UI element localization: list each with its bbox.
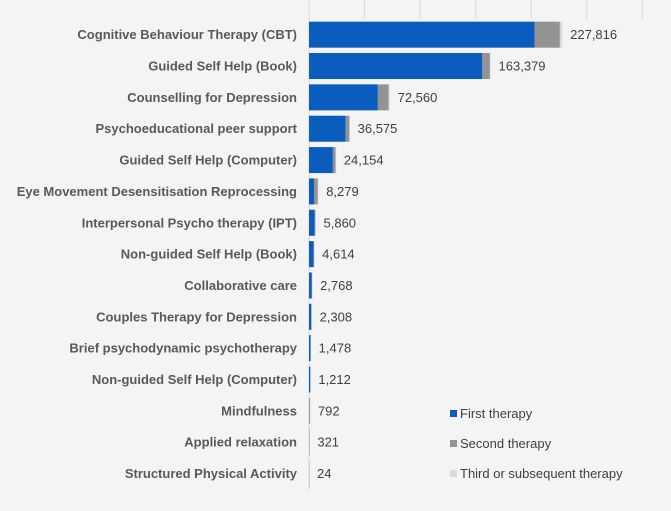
bar-structured-physical-activity-third-or-subsequent-therapy <box>309 460 310 487</box>
bar-couples-therapy-for-depression-third-or-subsequent-therapy <box>311 303 313 330</box>
bar-non-guided-self-help-computer-first-therapy <box>309 366 311 393</box>
bar-guided-self-help-computer-first-therapy <box>309 147 333 174</box>
bar-counselling-for-depression-third-or-subsequent-therapy <box>388 84 390 111</box>
value-label-cognitive-behaviour-therapy-cbt: 227,816 <box>570 27 617 42</box>
value-label-eye-movement-desensitisation-reprocessing: 8,279 <box>326 184 359 199</box>
bar-collaborative-care-first-therapy <box>309 272 312 299</box>
bar-brief-psychodynamic-psychotherapy-first-therapy <box>309 335 311 362</box>
category-label-non-guided-self-help-book: Non-guided Self Help (Book) <box>121 247 297 262</box>
value-label-psychoeducational-peer-support: 36,575 <box>358 121 398 136</box>
category-label-guided-self-help-computer: Guided Self Help (Computer) <box>119 153 297 168</box>
bar-cognitive-behaviour-therapy-cbt-first-therapy <box>309 21 535 48</box>
bar-guided-self-help-book-third-or-subsequent-therapy <box>489 53 491 80</box>
bar-interpersonal-psycho-therapy-ipt-third-or-subsequent-therapy <box>315 209 316 236</box>
legend-swatch-third-or-subsequent-therapy <box>450 470 457 477</box>
value-label-couples-therapy-for-depression: 2,308 <box>320 309 353 324</box>
bar-brief-psychodynamic-psychotherapy-third-or-subsequent-therapy <box>310 335 312 362</box>
bar-interpersonal-psycho-therapy-ipt-first-therapy <box>309 209 315 236</box>
bar-psychoeducational-peer-support-third-or-subsequent-therapy <box>349 115 350 142</box>
bar-psychoeducational-peer-support-first-therapy <box>309 115 346 142</box>
legend-swatch-first-therapy <box>450 410 457 417</box>
legend: First therapy Second therapy Third or subs… <box>450 406 623 481</box>
value-label-non-guided-self-help-computer: 1,212 <box>318 372 351 387</box>
value-label-counselling-for-depression: 72,560 <box>398 90 438 105</box>
category-label-brief-psychodynamic-psychotherapy: Brief psychodynamic psychotherapy <box>69 341 297 356</box>
bar-mindfulness-third-or-subsequent-therapy <box>309 397 311 424</box>
bar-cognitive-behaviour-therapy-cbt-third-or-subsequent-therapy <box>559 21 563 48</box>
category-label-cognitive-behaviour-therapy-cbt: Cognitive Behaviour Therapy (CBT) <box>77 27 297 42</box>
category-label-guided-self-help-book: Guided Self Help (Book) <box>148 59 297 74</box>
bar-eye-movement-desensitisation-reprocessing-first-therapy <box>309 178 314 205</box>
category-label-mindfulness: Mindfulness <box>221 403 297 418</box>
value-label-guided-self-help-computer: 24,154 <box>344 153 384 168</box>
bar-cognitive-behaviour-therapy-cbt-second-therapy <box>534 21 560 48</box>
bar-mindfulness-second-therapy <box>309 397 310 424</box>
bar-guided-self-help-book-second-therapy <box>482 53 490 80</box>
value-label-mindfulness: 792 <box>318 403 340 418</box>
value-labels: 227,816 163,379 72,560 36,575 24,154 8,279 5,8… <box>317 27 617 481</box>
bar-counselling-for-depression-second-therapy <box>377 84 389 111</box>
value-label-interpersonal-psycho-therapy-ipt: 5,860 <box>324 215 357 230</box>
legend-label-first-therapy: First therapy <box>460 406 533 421</box>
bar-non-guided-self-help-book-third-or-subsequent-therapy <box>314 241 315 268</box>
category-label-eye-movement-desensitisation-reprocessing: Eye Movement Desensitisation Reprocessin… <box>17 184 297 199</box>
bar-non-guided-self-help-book-first-therapy <box>309 241 314 268</box>
bar-psychoeducational-peer-support-second-therapy <box>345 115 350 142</box>
value-label-non-guided-self-help-book: 4,614 <box>322 247 355 262</box>
bar-non-guided-self-help-book-second-therapy <box>313 241 315 268</box>
category-label-counselling-for-depression: Counselling for Depression <box>127 90 297 105</box>
bar-applied-relaxation-third-or-subsequent-therapy <box>309 429 310 456</box>
category-label-non-guided-self-help-computer: Non-guided Self Help (Computer) <box>92 372 297 387</box>
bars <box>309 21 563 487</box>
value-label-brief-psychodynamic-psychotherapy: 1,478 <box>319 341 352 356</box>
category-label-applied-relaxation: Applied relaxation <box>184 435 297 450</box>
category-labels: Cognitive Behaviour Therapy (CBT) Guided … <box>17 27 298 481</box>
legend-swatch-second-therapy <box>450 440 457 447</box>
value-label-collaborative-care: 2,768 <box>320 278 353 293</box>
category-label-psychoeducational-peer-support: Psychoeducational peer support <box>95 121 297 136</box>
category-label-interpersonal-psycho-therapy-ipt: Interpersonal Psycho therapy (IPT) <box>82 215 297 230</box>
bar-guided-self-help-book-first-therapy <box>309 53 483 80</box>
bar-collaborative-care-third-or-subsequent-therapy <box>312 272 313 299</box>
bar-guided-self-help-computer-third-or-subsequent-therapy <box>335 147 337 174</box>
legend-label-third-or-subsequent-therapy: Third or subsequent therapy <box>460 466 623 481</box>
bar-couples-therapy-for-depression-first-therapy <box>309 303 312 330</box>
bar-counselling-for-depression-first-therapy <box>309 84 378 111</box>
bar-interpersonal-psycho-therapy-ipt-second-therapy <box>314 209 316 236</box>
bar-non-guided-self-help-computer-third-or-subsequent-therapy <box>310 366 311 393</box>
bar-eye-movement-desensitisation-reprocessing-second-therapy <box>314 178 318 205</box>
bar-guided-self-help-computer-second-therapy <box>332 147 336 174</box>
bar-eye-movement-desensitisation-reprocessing-third-or-subsequent-therapy <box>317 178 319 205</box>
category-label-couples-therapy-for-depression: Couples Therapy for Depression <box>96 309 297 324</box>
value-label-structured-physical-activity: 24 <box>317 466 331 481</box>
value-label-applied-relaxation: 321 <box>317 435 339 450</box>
category-label-collaborative-care: Collaborative care <box>184 278 297 293</box>
legend-label-second-therapy: Second therapy <box>460 436 552 451</box>
value-label-guided-self-help-book: 163,379 <box>499 59 546 74</box>
category-label-structured-physical-activity: Structured Physical Activity <box>125 466 298 481</box>
